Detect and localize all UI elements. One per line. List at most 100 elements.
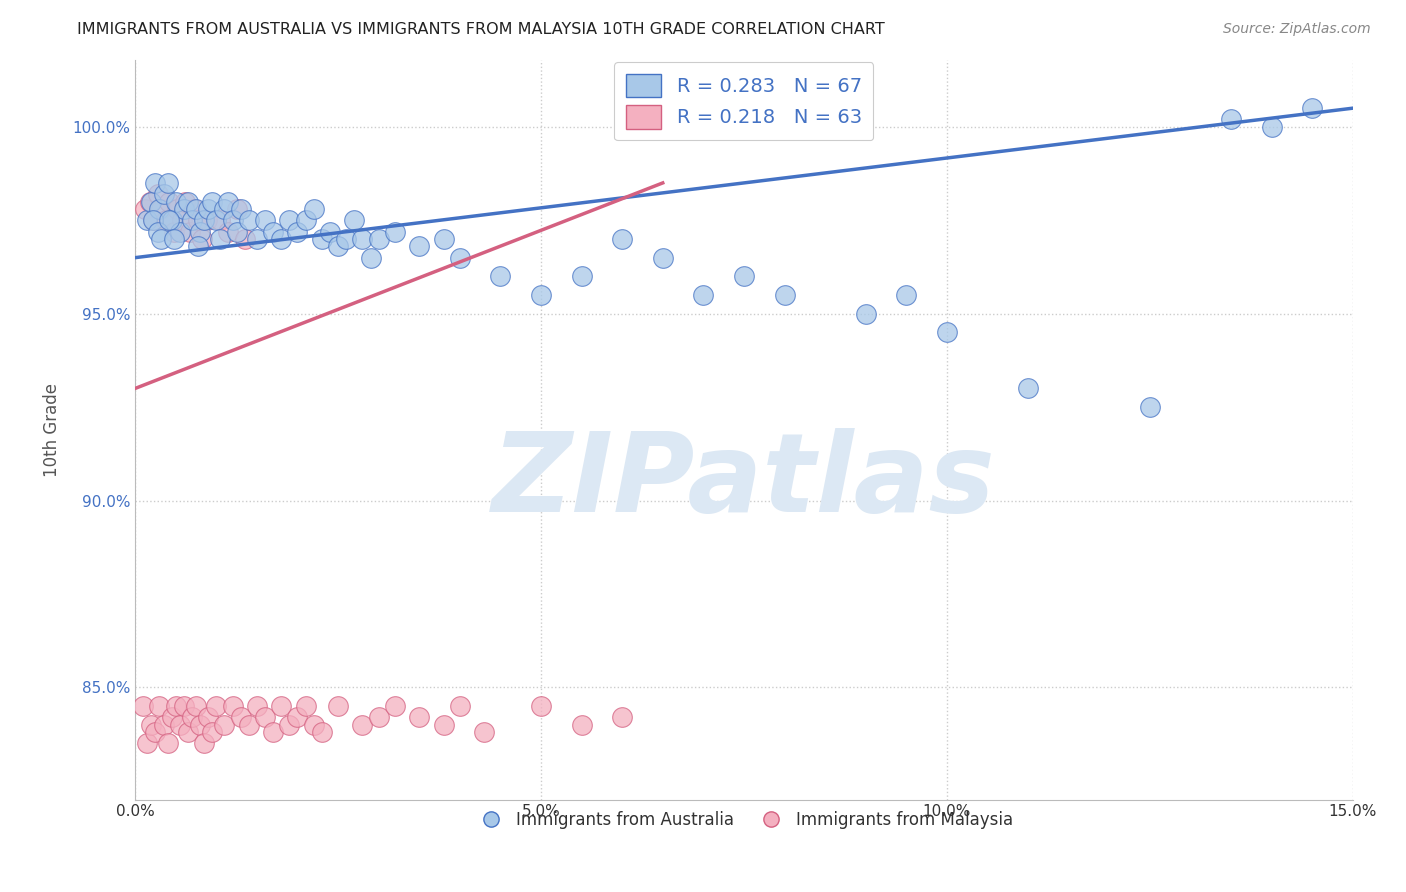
Point bbox=[278, 718, 301, 732]
Point bbox=[612, 710, 634, 724]
Point bbox=[138, 194, 160, 209]
Point bbox=[270, 699, 292, 714]
Point bbox=[217, 225, 239, 239]
Point bbox=[225, 202, 247, 216]
Point bbox=[160, 213, 183, 227]
Point bbox=[384, 699, 406, 714]
Point bbox=[177, 725, 200, 739]
Point bbox=[896, 288, 918, 302]
Point bbox=[180, 213, 202, 227]
Point bbox=[1017, 381, 1039, 395]
Point bbox=[209, 232, 232, 246]
Point bbox=[253, 213, 276, 227]
Point bbox=[294, 213, 316, 227]
Point bbox=[180, 710, 202, 724]
Point bbox=[184, 699, 207, 714]
Point bbox=[432, 232, 454, 246]
Point bbox=[1260, 120, 1282, 134]
Point bbox=[150, 202, 173, 216]
Point bbox=[163, 225, 186, 239]
Point bbox=[142, 213, 165, 227]
Point bbox=[1301, 101, 1323, 115]
Point bbox=[214, 718, 236, 732]
Point bbox=[432, 718, 454, 732]
Point bbox=[225, 225, 247, 239]
Point bbox=[229, 710, 252, 724]
Point bbox=[367, 232, 389, 246]
Point bbox=[530, 288, 553, 302]
Text: Source: ZipAtlas.com: Source: ZipAtlas.com bbox=[1223, 22, 1371, 37]
Point bbox=[157, 213, 180, 227]
Point bbox=[326, 699, 349, 714]
Point bbox=[233, 232, 256, 246]
Point bbox=[197, 202, 219, 216]
Legend: Immigrants from Australia, Immigrants from Malaysia: Immigrants from Australia, Immigrants fr… bbox=[468, 805, 1019, 836]
Point bbox=[238, 213, 260, 227]
Point bbox=[229, 202, 252, 216]
Point bbox=[360, 251, 382, 265]
Point bbox=[302, 718, 325, 732]
Point bbox=[157, 194, 180, 209]
Point bbox=[651, 251, 673, 265]
Point bbox=[188, 718, 211, 732]
Point bbox=[183, 202, 205, 216]
Point bbox=[190, 232, 212, 246]
Point bbox=[148, 202, 170, 216]
Point bbox=[311, 725, 333, 739]
Point bbox=[173, 202, 195, 216]
Point bbox=[165, 699, 187, 714]
Point bbox=[179, 225, 201, 239]
Point bbox=[221, 213, 243, 227]
Point bbox=[287, 710, 309, 724]
Point bbox=[152, 187, 174, 202]
Point bbox=[201, 725, 224, 739]
Point bbox=[367, 710, 389, 724]
Point bbox=[169, 718, 191, 732]
Point bbox=[571, 269, 593, 284]
Point bbox=[352, 718, 374, 732]
Point bbox=[193, 213, 215, 227]
Point bbox=[449, 251, 471, 265]
Text: ZIPatlas: ZIPatlas bbox=[492, 428, 995, 535]
Point bbox=[246, 232, 269, 246]
Point bbox=[148, 699, 170, 714]
Point bbox=[472, 725, 495, 739]
Point bbox=[408, 710, 430, 724]
Point bbox=[177, 194, 200, 209]
Point bbox=[188, 225, 211, 239]
Point bbox=[209, 213, 232, 227]
Y-axis label: 10th Grade: 10th Grade bbox=[44, 383, 60, 476]
Point bbox=[384, 225, 406, 239]
Point bbox=[278, 213, 301, 227]
Point bbox=[173, 699, 195, 714]
Point bbox=[146, 225, 169, 239]
Point bbox=[343, 213, 366, 227]
Point bbox=[197, 710, 219, 724]
Point bbox=[1139, 400, 1161, 414]
Point bbox=[136, 736, 159, 750]
Point bbox=[160, 710, 183, 724]
Point bbox=[449, 699, 471, 714]
Point bbox=[205, 699, 228, 714]
Point bbox=[214, 202, 236, 216]
Point bbox=[205, 213, 228, 227]
Point bbox=[253, 710, 276, 724]
Point bbox=[571, 718, 593, 732]
Point bbox=[165, 194, 187, 209]
Point bbox=[184, 202, 207, 216]
Point bbox=[136, 213, 159, 227]
Point bbox=[195, 213, 218, 227]
Point bbox=[145, 725, 167, 739]
Point bbox=[217, 194, 239, 209]
Point bbox=[169, 225, 191, 239]
Point bbox=[150, 232, 173, 246]
Point bbox=[1220, 112, 1243, 127]
Point bbox=[408, 239, 430, 253]
Point bbox=[156, 176, 179, 190]
Point bbox=[311, 232, 333, 246]
Point bbox=[246, 699, 269, 714]
Point bbox=[142, 213, 165, 227]
Point bbox=[187, 239, 209, 253]
Point bbox=[193, 736, 215, 750]
Point bbox=[166, 202, 188, 216]
